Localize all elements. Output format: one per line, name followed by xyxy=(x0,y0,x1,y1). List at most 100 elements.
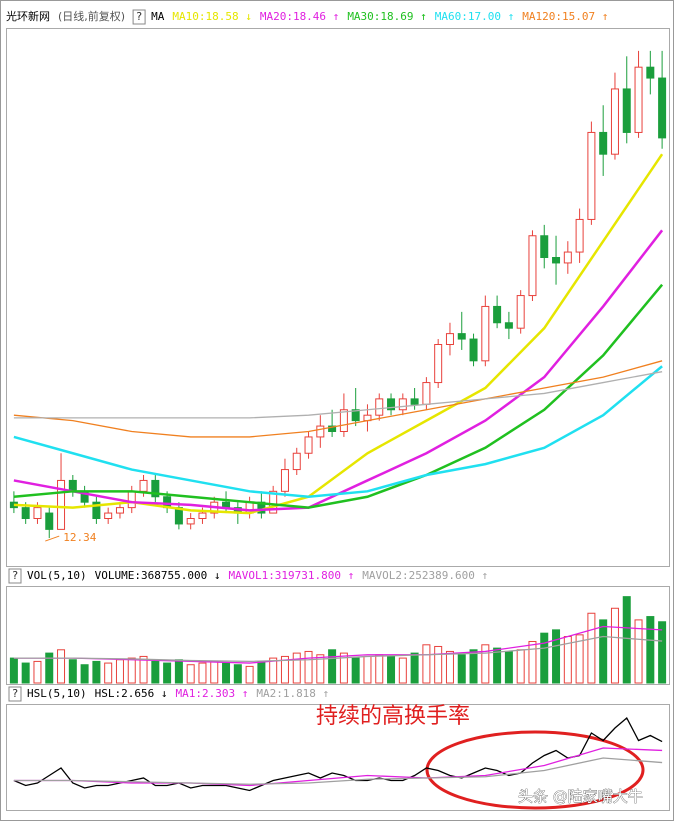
volume-bar xyxy=(504,650,513,684)
indicator-name: MA xyxy=(151,10,165,23)
series-line xyxy=(13,635,663,663)
candle-body xyxy=(375,398,384,416)
low-label: 12.34 xyxy=(63,531,96,544)
candle-body xyxy=(469,338,478,362)
help-icon: ? xyxy=(12,569,19,582)
volume-bar xyxy=(328,649,337,684)
series-line xyxy=(13,360,663,438)
volume-bar xyxy=(292,652,301,684)
volume-bar xyxy=(280,655,289,684)
volume-bar xyxy=(9,657,18,684)
legend-entry: MA30:18.69 ↑ xyxy=(347,10,426,23)
series-line xyxy=(13,757,663,785)
candle-body xyxy=(481,305,490,362)
candle-body xyxy=(280,469,289,492)
candle-body xyxy=(292,452,301,471)
volume-bar xyxy=(21,662,30,684)
legend-entry: MA2:1.818 ↑ xyxy=(256,687,329,700)
stock-name: 光环新网 xyxy=(6,9,50,23)
candle-body xyxy=(104,512,113,519)
indicator-name: VOL(5,10) xyxy=(27,569,87,582)
volume-panel xyxy=(6,586,670,685)
volume-bar xyxy=(198,662,207,684)
candle-body xyxy=(21,507,30,519)
candle-body xyxy=(410,398,419,405)
legend-entry: MAVOL2:252389.600 ↑ xyxy=(362,569,488,582)
help-box xyxy=(8,686,22,702)
candle-body xyxy=(339,409,348,432)
volume-bar xyxy=(269,657,278,684)
candle-body xyxy=(493,305,502,324)
legend-entry: MA60:17.00 ↑ xyxy=(435,10,514,23)
candle-body xyxy=(575,218,584,253)
candle-body xyxy=(151,479,160,498)
volume-bar xyxy=(469,649,478,684)
candle-body xyxy=(516,295,525,329)
candle-body xyxy=(316,425,325,438)
candle-body xyxy=(563,251,572,264)
candle-body xyxy=(45,512,54,530)
candle-body xyxy=(269,490,278,514)
candle-body xyxy=(198,512,207,519)
candle-body xyxy=(304,436,313,454)
candle-body xyxy=(622,88,631,133)
volume-bar xyxy=(375,654,384,684)
volume-bar xyxy=(634,619,643,684)
candle-body xyxy=(57,479,66,530)
volume-bar xyxy=(33,660,42,684)
candle-body xyxy=(658,77,667,139)
volume-bar xyxy=(434,645,443,684)
volume-bar xyxy=(245,665,254,684)
candle-body xyxy=(115,507,124,514)
volume-bar xyxy=(139,655,148,684)
volume-bar xyxy=(57,649,66,684)
volume-bar xyxy=(222,662,231,684)
volume-bar xyxy=(622,596,631,684)
candle-body xyxy=(351,409,360,422)
legend-entry: MA10:18.58 ↓ xyxy=(172,10,251,23)
volume-bar xyxy=(339,652,348,684)
volume-bar xyxy=(151,660,160,684)
candle-body xyxy=(646,66,655,79)
low-pointer xyxy=(45,535,60,542)
volume-bar xyxy=(80,664,89,684)
volume-bar xyxy=(186,664,195,684)
indicator-name: HSL(5,10) xyxy=(27,687,87,700)
hsl-panel xyxy=(6,704,670,811)
volume-bar xyxy=(210,660,219,684)
candle-body xyxy=(127,490,136,509)
candle-body xyxy=(457,333,466,340)
volume-bar xyxy=(646,616,655,684)
volume-bar xyxy=(163,662,172,684)
candle-body xyxy=(422,382,431,405)
candle-body xyxy=(599,131,608,155)
series-line xyxy=(13,365,663,499)
help-box xyxy=(8,568,22,584)
volume-bar xyxy=(257,660,266,684)
volume-bar xyxy=(587,612,596,684)
volume-bar xyxy=(363,655,372,684)
volume-bar xyxy=(658,621,667,684)
legend-entry: MA120:15.07 ↑ xyxy=(522,10,608,23)
volume-bar xyxy=(493,647,502,684)
candle-body xyxy=(92,501,101,519)
legend-entry: MAVOL1:319731.800 ↑ xyxy=(228,569,354,582)
volume-bar xyxy=(516,649,525,684)
volume-bar xyxy=(481,644,490,684)
volume-bar xyxy=(351,657,360,684)
legend-entry: VOLUME:368755.000 ↓ xyxy=(95,569,221,582)
candle-body xyxy=(445,333,454,345)
volume-bar xyxy=(540,632,549,684)
volume-bar xyxy=(528,640,537,684)
volume-bar xyxy=(92,660,101,684)
volume-bar xyxy=(233,664,242,684)
candle-body xyxy=(587,131,596,220)
help-icon: ? xyxy=(12,687,19,700)
series-line xyxy=(13,625,663,664)
candle-body xyxy=(33,507,42,519)
annotation: 持续的高换手率 xyxy=(316,704,470,729)
volume-bar xyxy=(457,654,466,684)
watermark: 头条 @陆家嘴大牛 xyxy=(518,788,643,806)
